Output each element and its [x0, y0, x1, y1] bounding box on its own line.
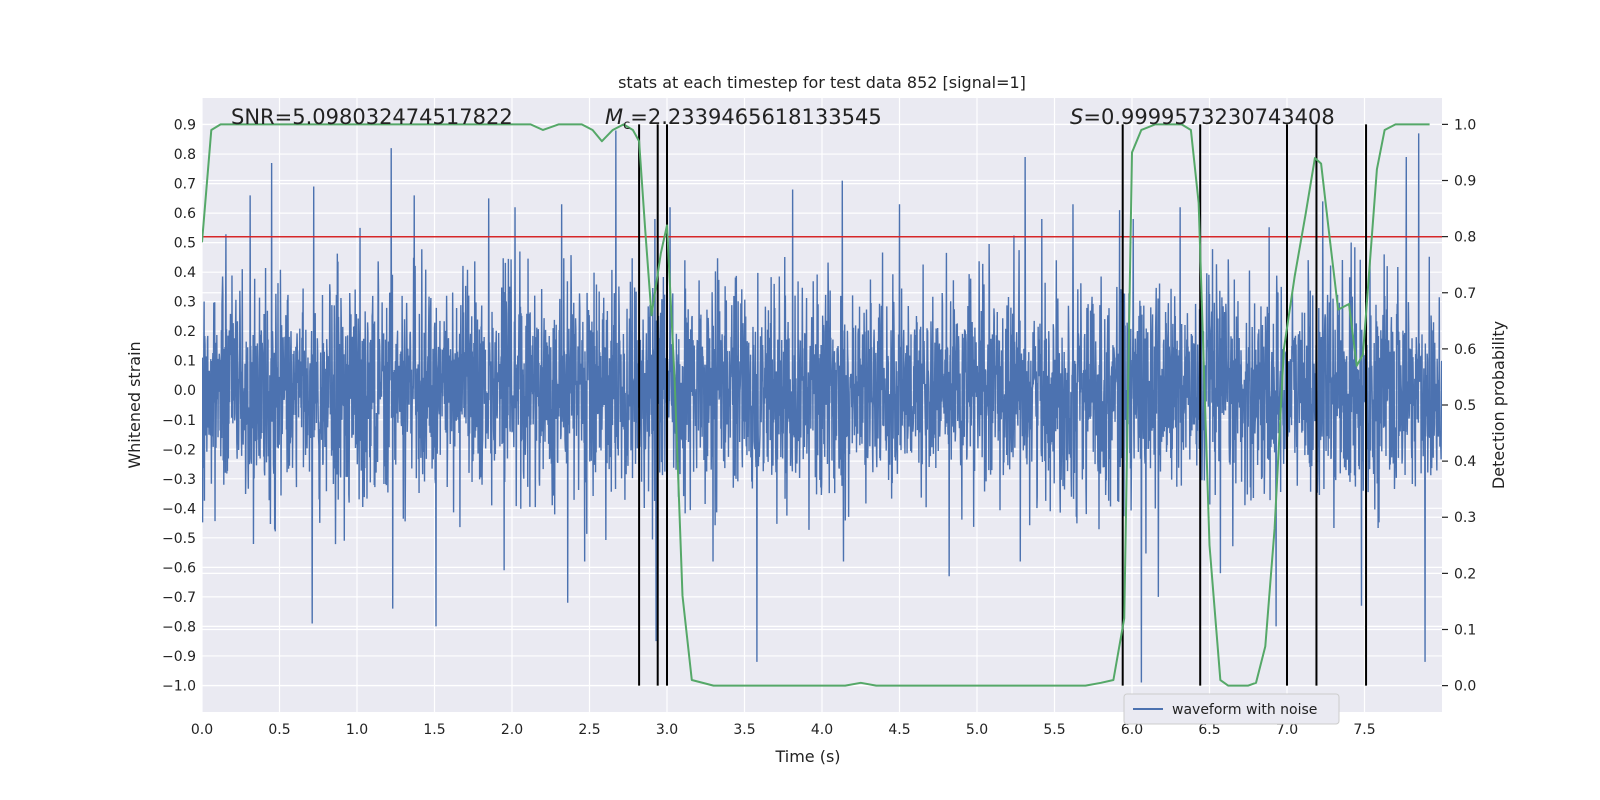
y2-tick-label: 0.5 [1454, 398, 1476, 414]
chirp-mass-subscript: c [623, 118, 630, 133]
score-annotation: S=0.9999573230743408 [1070, 105, 1335, 129]
chirp-mass-symbol: M [605, 105, 623, 129]
y-tick-label: −0.1 [162, 413, 196, 429]
x-tick-label: 5.5 [1043, 722, 1065, 738]
y2-tick-label: 0.9 [1454, 174, 1476, 190]
y-tick-label: −0.2 [162, 442, 196, 458]
y-axis-ticks: −1.0 −0.9 −0.8 −0.7 −0.6 −0.5 −0.4 −0.3 −0.2 −0.1… [162, 118, 196, 695]
y-tick-label: −0.5 [162, 531, 196, 547]
x-tick-label: 2.5 [578, 722, 600, 738]
y2-tick-label: 0.2 [1454, 566, 1476, 582]
legend: waveform with noise [1123, 693, 1340, 725]
chart-title: stats at each timestep for test data 852… [618, 73, 1026, 92]
y2-axis-ticks: 0.0 0.1 0.2 0.3 0.4 0.5 0.6 0.7 0.8 0.9 1.0 [1442, 117, 1476, 695]
chirp-mass-value: =2.2339465618133545 [630, 105, 881, 129]
x-tick-label: 4.0 [811, 722, 833, 738]
y-tick-label: −0.7 [162, 590, 196, 606]
y-tick-label: 0.8 [174, 147, 196, 163]
score-symbol: S [1070, 105, 1083, 129]
y2-tick-label: 0.6 [1454, 342, 1476, 358]
x-tick-label: 6.0 [1121, 722, 1143, 738]
y2-tick-label: 0.1 [1454, 622, 1476, 638]
y-tick-label: 0.1 [174, 354, 196, 370]
y2-tick-label: 0.0 [1454, 679, 1476, 695]
x-tick-label: 4.5 [888, 722, 910, 738]
x-tick-label: 2.0 [501, 722, 523, 738]
y-tick-label: 0.7 [174, 177, 196, 193]
x-tick-label: 7.5 [1353, 722, 1375, 738]
y2-tick-label: 0.3 [1454, 510, 1476, 526]
y2-axis-title: Detection probability [1489, 321, 1508, 489]
y-tick-label: −1.0 [162, 678, 196, 694]
probability-series [202, 123, 1430, 687]
x-tick-label: 0.0 [191, 722, 213, 738]
x-axis-title: Time (s) [774, 747, 840, 766]
x-tick-label: 3.0 [656, 722, 678, 738]
y-tick-label: 0.4 [174, 265, 196, 281]
y-tick-label: −0.8 [162, 619, 196, 635]
y-tick-label: 0.0 [174, 383, 196, 399]
y2-tick-label: 0.7 [1454, 286, 1476, 302]
event-lines [638, 124, 1368, 686]
y-tick-label: 0.3 [174, 295, 196, 311]
x-tick-label: 1.5 [423, 722, 445, 738]
y-tick-label: −0.4 [162, 501, 196, 517]
x-tick-label: 5.0 [966, 722, 988, 738]
x-tick-label: 6.5 [1198, 722, 1220, 738]
waveform-line [202, 130, 1442, 683]
legend-box [1123, 693, 1340, 725]
snr-annotation: SNR=5.098032474517822 [231, 105, 513, 129]
chirp-mass-annotation: Mc=2.2339465618133545 [605, 105, 882, 133]
legend-label-waveform: waveform with noise [1172, 702, 1317, 718]
y2-tick-label: 0.4 [1454, 454, 1476, 470]
x-axis-ticks: 0.0 0.5 1.0 1.5 2.0 2.5 3.0 3.5 4.0 4.5 5.0 5.5 6.0 6… [191, 722, 1376, 738]
y-tick-label: 0.6 [174, 206, 196, 222]
waveform-series [202, 130, 1442, 683]
y-tick-label: −0.6 [162, 560, 196, 576]
x-tick-label: 3.5 [733, 722, 755, 738]
y-tick-label: 0.2 [174, 324, 196, 340]
y-axis-title: Whitened strain [125, 341, 144, 468]
x-tick-label: 7.0 [1276, 722, 1298, 738]
y-tick-label: 0.9 [174, 118, 196, 134]
y-tick-label: −0.9 [162, 649, 196, 665]
y2-tick-label: 0.8 [1454, 230, 1476, 246]
x-tick-label: 0.5 [268, 722, 290, 738]
score-value: =0.9999573230743408 [1083, 105, 1334, 129]
y-tick-label: −0.3 [162, 472, 196, 488]
y2-tick-label: 1.0 [1454, 117, 1476, 133]
x-tick-label: 1.0 [346, 722, 368, 738]
probability-line [202, 123, 1430, 687]
y-tick-label: 0.5 [174, 236, 196, 252]
